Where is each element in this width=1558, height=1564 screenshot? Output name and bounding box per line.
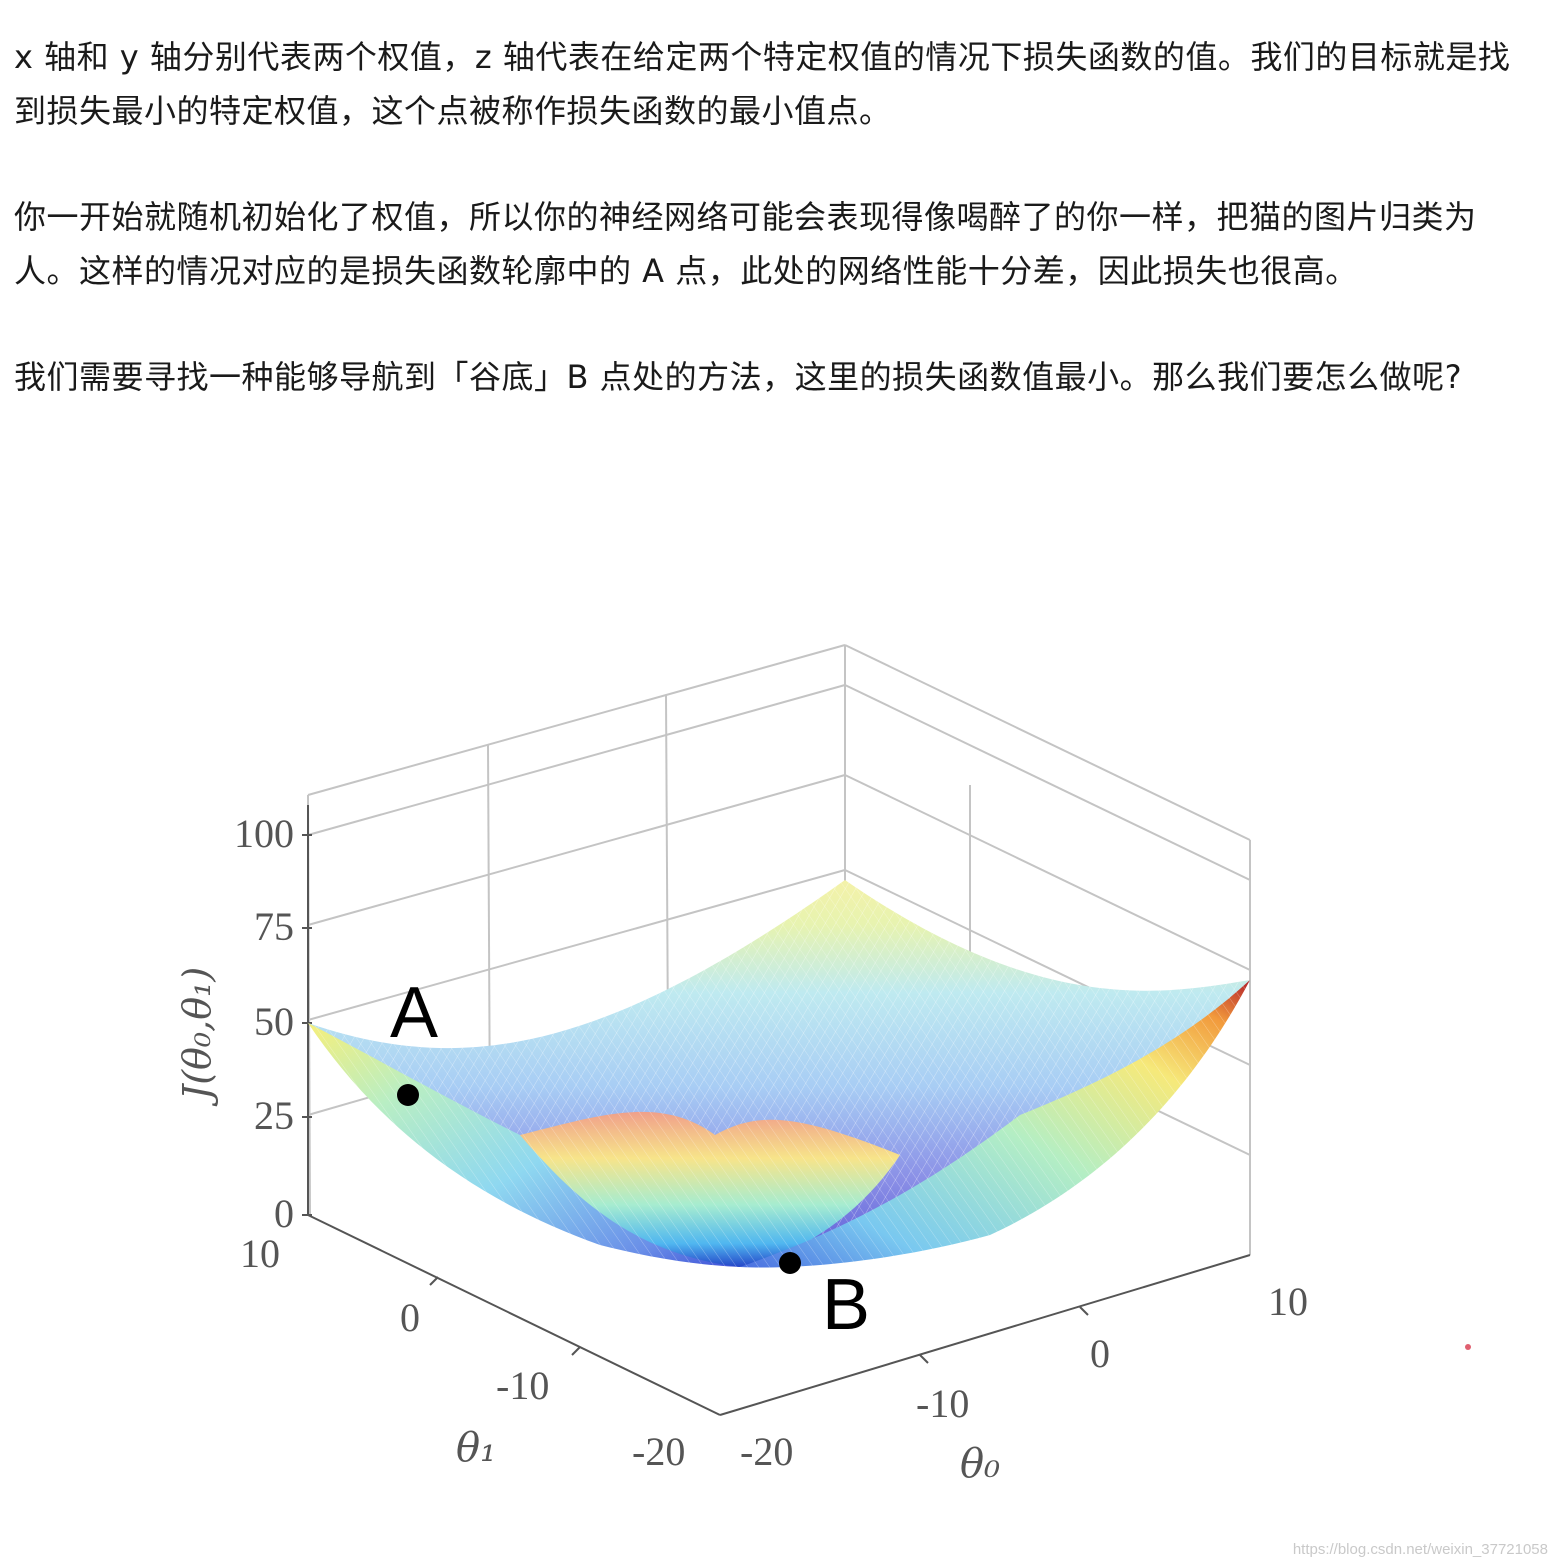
point-b-label: B bbox=[822, 1265, 870, 1345]
theta0-tick-label: -20 bbox=[740, 1429, 793, 1474]
grid-line bbox=[307, 644, 846, 796]
theta0-tick bbox=[919, 1354, 929, 1364]
surface-mesh-2 bbox=[308, 880, 1250, 1268]
z-tick-label: 100 bbox=[234, 811, 294, 856]
grid-line bbox=[307, 869, 846, 1021]
loss-surface-plot: A B 100 75 50 25 0 J(θ₀,θ₁) 10 0 -10 -20… bbox=[175, 644, 1471, 1487]
paragraph: 你一开始就随机初始化了权值，所以你的神经网络可能会表现得像喝醉了的你一样，把猫的… bbox=[14, 198, 1477, 290]
grid-line bbox=[844, 774, 1251, 971]
theta1-tick-label: 0 bbox=[400, 1295, 420, 1340]
theta0-tick-label: 10 bbox=[1268, 1279, 1308, 1324]
red-dot-mark bbox=[1465, 1344, 1471, 1350]
theta1-tick-label: 10 bbox=[240, 1231, 280, 1276]
z-tick-label: 75 bbox=[254, 904, 294, 949]
theta1-tick-label: -20 bbox=[632, 1429, 685, 1474]
point-b-marker bbox=[779, 1252, 801, 1274]
grid-line bbox=[307, 774, 846, 926]
z-tick-label: 0 bbox=[274, 1191, 294, 1236]
grid-line bbox=[307, 684, 846, 836]
z-tick-label: 50 bbox=[254, 999, 294, 1044]
axes bbox=[302, 805, 1251, 1416]
grid-line bbox=[844, 644, 1251, 841]
theta0-tick bbox=[1079, 1306, 1089, 1316]
theta0-tick-label: 0 bbox=[1090, 1331, 1110, 1376]
theta0-tick-label: -10 bbox=[916, 1381, 969, 1426]
point-a-marker bbox=[397, 1084, 419, 1106]
theta1-tick bbox=[571, 1346, 581, 1356]
theta0-axis-line bbox=[719, 1254, 1251, 1416]
paragraph: 我们需要寻找一种能够导航到「谷底」B 点处的方法，这里的损失函数值最小。那么我们… bbox=[14, 358, 1463, 396]
grid-line bbox=[665, 694, 669, 1046]
watermark: https://blog.csdn.net/weixin_37721058 bbox=[1292, 1541, 1548, 1558]
point-a-label: A bbox=[390, 973, 438, 1053]
z-tick-label: 25 bbox=[254, 1093, 294, 1138]
theta1-tick bbox=[429, 1276, 439, 1286]
paragraph: x 轴和 y 轴分别代表两个权值，z 轴代表在给定两个特定权值的情况下损失函数的… bbox=[14, 38, 1511, 130]
loss-surface bbox=[308, 880, 1250, 1268]
article-body: x 轴和 y 轴分别代表两个权值，z 轴代表在给定两个特定权值的情况下损失函数的… bbox=[14, 30, 1534, 456]
grid-line bbox=[844, 684, 1251, 881]
z-axis-label: J(θ₀,θ₁) bbox=[175, 967, 219, 1107]
theta0-axis-label: θ₀ bbox=[960, 1441, 1000, 1487]
theta1-axis-line bbox=[307, 1214, 721, 1416]
theta1-tick-label: -10 bbox=[496, 1363, 549, 1408]
theta1-axis-label: θ₁ bbox=[456, 1425, 496, 1471]
loss-surface-figure: A B 100 75 50 25 0 J(θ₀,θ₁) 10 0 -10 -20… bbox=[40, 555, 1520, 1564]
